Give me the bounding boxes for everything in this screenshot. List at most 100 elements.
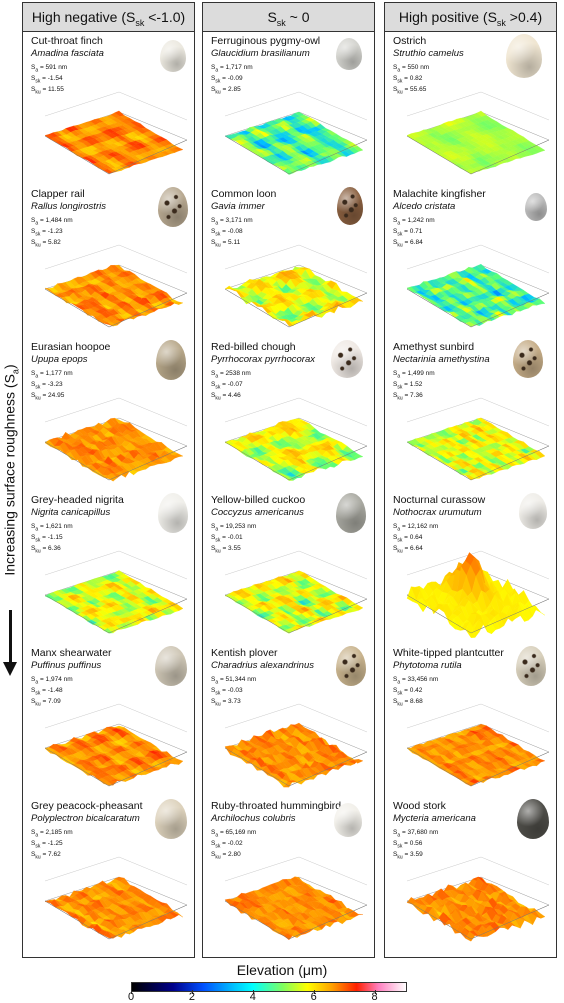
colorbar-tick-label: 2 — [189, 991, 195, 1003]
egg-image — [519, 493, 547, 529]
species-panel: Ostrich Struthio camelus Sa = 550 nm Ssk… — [385, 32, 556, 185]
ssk-value: = -0.03 — [222, 687, 242, 694]
scientific-name: Gavia immer — [211, 201, 265, 212]
species-panel: Red-billed chough Pyrrhocorax pyrrhocora… — [203, 338, 374, 491]
common-name: Nocturnal curassow — [393, 494, 485, 506]
surface-elevation-map — [389, 84, 554, 184]
common-name: Kentish plover — [211, 647, 278, 659]
egg-image — [336, 646, 366, 686]
sa-value: = 1,484 nm — [40, 217, 73, 224]
sa-value: = 3,171 nm — [220, 217, 253, 224]
surface-elevation-map — [389, 237, 554, 337]
surface-elevation-map — [27, 390, 192, 490]
ssk-value: = 0.56 — [404, 840, 422, 847]
ssk-value: = -1.23 — [42, 228, 62, 235]
surface-elevation-map — [389, 696, 554, 796]
ssk-value: = 0.82 — [404, 75, 422, 82]
sa-value: = 19,253 nm — [220, 523, 256, 530]
scientific-name: Polyplectron bicalcaratum — [31, 813, 140, 824]
scientific-name: Phytotoma rutila — [393, 660, 462, 671]
surface-elevation-map — [27, 543, 192, 643]
scientific-name: Nigrita canicapillus — [31, 507, 110, 518]
scientific-name: Charadrius alexandrinus — [211, 660, 314, 671]
egg-image — [331, 340, 363, 378]
roughness-axis-label: Increasing surface roughness (Sa) — [2, 364, 21, 575]
species-panel: Grey peacock-pheasant Polyplectron bical… — [23, 797, 194, 950]
surface-elevation-map — [27, 696, 192, 796]
common-name: White-tipped plantcutter — [393, 647, 504, 659]
ssk-value: = 1.52 — [404, 381, 422, 388]
ssk-value: = -1.48 — [42, 687, 62, 694]
ssk-value: = 0.42 — [404, 687, 422, 694]
species-panel: Ruby-throated hummingbird Archilochus co… — [203, 797, 374, 950]
column-3: High positive (Ssk >0.4) Ostrich Struthi… — [384, 2, 557, 958]
species-panel: Eurasian hoopoe Upupa epops Sa = 1,177 n… — [23, 338, 194, 491]
common-name: Cut-throat finch — [31, 35, 103, 47]
scientific-name: Amadina fasciata — [31, 48, 104, 59]
sa-value: = 1,974 nm — [40, 676, 73, 683]
ssk-value: = -0.02 — [222, 840, 242, 847]
sa-value: = 1,717 nm — [220, 64, 253, 71]
egg-image — [158, 493, 188, 533]
species-panel: Wood stork Mycteria americana Sa = 37,68… — [385, 797, 556, 950]
ssk-value: = -1.15 — [42, 534, 62, 541]
surface-elevation-map — [207, 543, 372, 643]
sa-value: = 2,185 nm — [40, 829, 73, 836]
sa-value: = 33,456 nm — [402, 676, 438, 683]
egg-image — [155, 646, 187, 686]
ssk-value: = -0.07 — [222, 381, 242, 388]
arrow-head-icon — [3, 662, 17, 676]
legend-title: Elevation (μm) — [0, 962, 564, 978]
egg-image — [525, 193, 547, 221]
surface-elevation-map — [389, 390, 554, 490]
scientific-name: Glaucidium brasilianum — [211, 48, 310, 59]
common-name: Clapper rail — [31, 188, 85, 200]
surface-elevation-map — [27, 849, 192, 949]
species-panel: Nocturnal curassow Nothocrax urumutum Sa… — [385, 491, 556, 644]
scientific-name: Alcedo cristata — [393, 201, 455, 212]
egg-image — [506, 34, 542, 78]
egg-image — [337, 187, 363, 225]
sa-value: = 2538 nm — [220, 370, 251, 377]
y-direction-label: Increasing surface roughness (Sa) — [0, 0, 22, 960]
common-name: Grey-headed nigrita — [31, 494, 124, 506]
species-panel: White-tipped plantcutter Phytotoma rutil… — [385, 644, 556, 797]
surface-elevation-map — [27, 237, 192, 337]
ssk-value: = 0.71 — [404, 228, 422, 235]
colorbar — [131, 982, 407, 992]
common-name: Manx shearwater — [31, 647, 112, 659]
surface-elevation-map — [207, 849, 372, 949]
sa-value: = 1,621 nm — [40, 523, 73, 530]
common-name: Ruby-throated hummingbird — [211, 800, 341, 812]
ssk-value: = -1.25 — [42, 840, 62, 847]
species-panel: Amethyst sunbird Nectarinia amethystina … — [385, 338, 556, 491]
scientific-name: Struthio camelus — [393, 48, 464, 59]
species-panel: Kentish plover Charadrius alexandrinus S… — [203, 644, 374, 797]
egg-image — [513, 340, 543, 378]
surface-elevation-map — [27, 84, 192, 184]
column-header: Ssk ~ 0 — [203, 3, 374, 32]
ssk-value: = -3.23 — [42, 381, 62, 388]
species-panel: Manx shearwater Puffinus puffinus Sa = 1… — [23, 644, 194, 797]
common-name: Ostrich — [393, 35, 426, 47]
species-panel: Yellow-billed cuckoo Coccyzus americanus… — [203, 491, 374, 644]
sa-value: = 1,499 nm — [402, 370, 435, 377]
ssk-value: = 0.64 — [404, 534, 422, 541]
scientific-name: Puffinus puffinus — [31, 660, 101, 671]
common-name: Wood stork — [393, 800, 446, 812]
colorbar-tick-label: 8 — [371, 991, 377, 1003]
egg-image — [517, 799, 549, 839]
egg-image — [156, 340, 186, 380]
egg-image — [336, 38, 362, 70]
surface-elevation-map — [207, 696, 372, 796]
common-name: Malachite kingfisher — [393, 188, 486, 200]
common-name: Eurasian hoopoe — [31, 341, 110, 353]
sa-value: = 591 nm — [40, 64, 67, 71]
sa-value: = 37,680 nm — [402, 829, 438, 836]
colorbar-tick-label: 6 — [311, 991, 317, 1003]
sa-value: = 51,344 nm — [220, 676, 256, 683]
surface-elevation-map — [207, 390, 372, 490]
common-name: Yellow-billed cuckoo — [211, 494, 305, 506]
down-arrow-icon — [9, 610, 12, 665]
scientific-name: Archilochus colubris — [211, 813, 295, 824]
